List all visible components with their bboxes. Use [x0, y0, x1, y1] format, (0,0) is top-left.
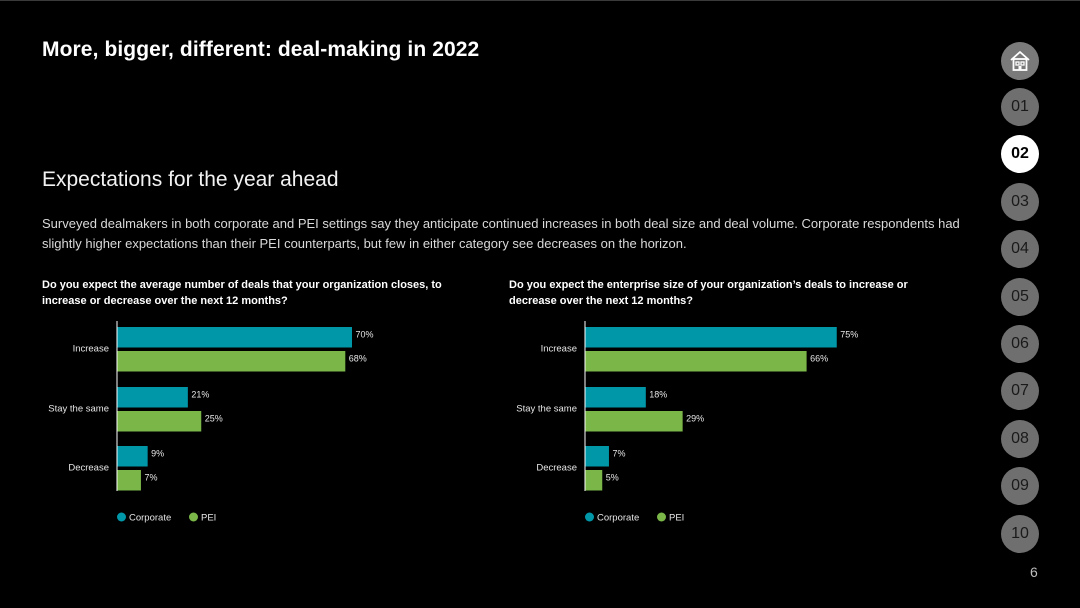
bar-pei-decrease — [585, 470, 603, 491]
nav-section-07[interactable]: 07 — [1001, 372, 1039, 411]
data-label: 9% — [151, 449, 164, 459]
bar-pei-stay-the-same — [117, 411, 202, 432]
data-label: 66% — [810, 354, 828, 364]
page-title: More, bigger, different: deal-making in … — [42, 38, 480, 61]
legend-label-corporate: Corporate — [129, 513, 171, 524]
legend-label-pei: PEI — [201, 513, 216, 524]
category-label: Increase — [541, 344, 577, 355]
data-label: 70% — [356, 330, 374, 340]
chart-2-title: Do you expect the enterprise size of you… — [509, 279, 908, 307]
chart-1-deal-number: Increase 70% 68% Stay the same 21% 25% Decreas… — [48, 321, 374, 524]
data-label: 5% — [606, 473, 619, 483]
nav-section-04[interactable]: 04 — [1001, 230, 1039, 269]
section-subtitle: Expectations for the year ahead — [42, 168, 339, 191]
data-label: 25% — [205, 414, 223, 424]
nav-section-09[interactable]: 09 — [1001, 467, 1039, 506]
data-label: 68% — [349, 354, 367, 364]
category-label: Stay the same — [516, 404, 577, 415]
bar-corporate-decrease — [117, 446, 148, 467]
bar-corporate-stay-the-same — [585, 387, 646, 408]
nav-section-06[interactable]: 06 — [1001, 325, 1039, 363]
top-divider — [0, 0, 1080, 1]
chart-1-title: Do you expect the average number of deal… — [42, 279, 442, 307]
nav-section-08[interactable]: 08 — [1001, 419, 1039, 458]
bar-pei-increase — [117, 351, 346, 372]
legend-label-corporate: Corporate — [597, 513, 639, 524]
bar-pei-increase — [585, 351, 807, 372]
nav-section-05[interactable]: 05 — [1001, 277, 1039, 316]
data-label: 21% — [191, 390, 209, 400]
nav-section-03[interactable]: 03 — [1001, 182, 1039, 221]
nav-section-10[interactable]: 10 — [1001, 514, 1039, 553]
bar-corporate-decrease — [585, 446, 609, 467]
nav-section-02[interactable]: 02 — [1001, 135, 1039, 174]
home-icon — [1010, 51, 1030, 71]
page-number: 6 — [1030, 564, 1038, 580]
data-label: 29% — [686, 414, 704, 424]
bar-corporate-increase — [585, 327, 837, 348]
data-label: 7% — [612, 449, 625, 459]
legend-swatch-pei — [189, 512, 198, 522]
category-label: Decrease — [536, 463, 577, 474]
bar-pei-stay-the-same — [585, 411, 683, 432]
bar-pei-decrease — [117, 470, 141, 491]
data-label: 7% — [144, 473, 157, 483]
data-label: 18% — [649, 390, 667, 400]
legend-swatch-pei — [657, 512, 666, 522]
category-label: Stay the same — [48, 404, 109, 415]
home-button[interactable] — [1001, 42, 1039, 80]
chart-2-deal-size: Increase 75% 66% Stay the same 18% 29% Decreas… — [516, 321, 858, 524]
bar-corporate-increase — [117, 327, 352, 348]
category-label: Increase — [73, 344, 109, 355]
category-label: Decrease — [68, 463, 109, 474]
legend-swatch-corporate — [585, 512, 594, 522]
data-label: 75% — [840, 330, 858, 340]
legend-label-pei: PEI — [669, 513, 684, 524]
legend-swatch-corporate — [117, 512, 126, 522]
nav-section-01[interactable]: 01 — [1001, 88, 1039, 126]
bar-corporate-stay-the-same — [117, 387, 188, 408]
section-description: Surveyed dealmakers in both corporate an… — [42, 216, 960, 251]
